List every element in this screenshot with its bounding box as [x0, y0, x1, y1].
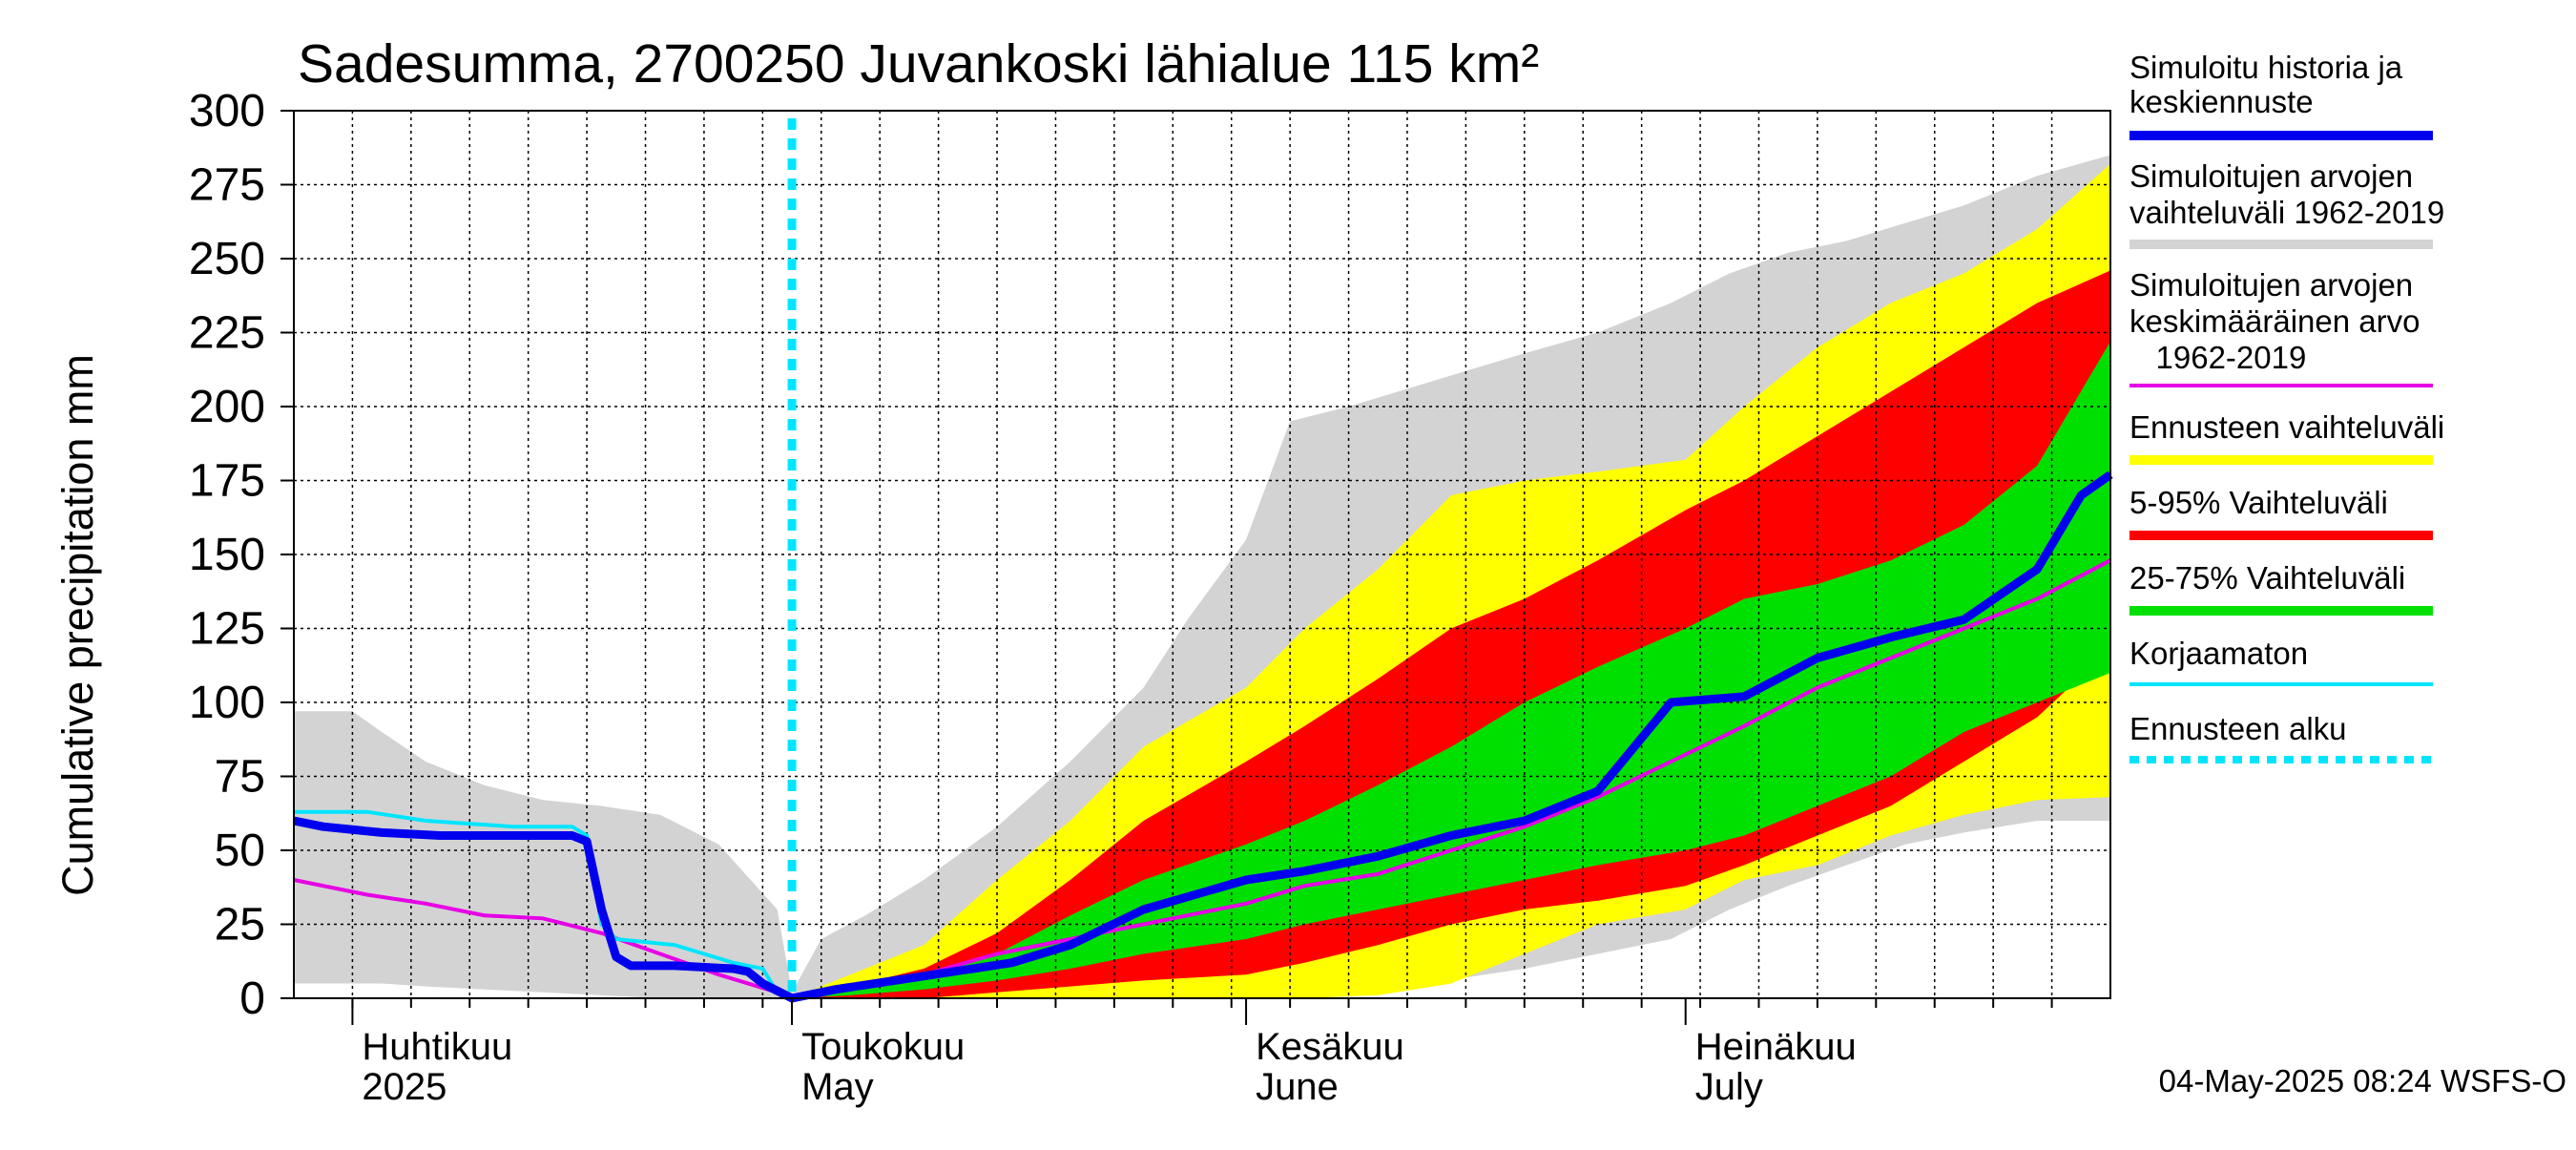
legend-label: keskimääräinen arvo	[2129, 303, 2420, 339]
legend-label: Ennusteen alku	[2129, 711, 2347, 746]
y-tick-label: 0	[239, 973, 265, 1024]
legend-label: Simuloitujen arvojen	[2129, 267, 2413, 303]
y-tick-label: 150	[189, 530, 265, 580]
legend-label: vaihteluväli 1962-2019	[2129, 195, 2444, 230]
y-tick-label: 25	[215, 900, 265, 951]
legend-label: 1962-2019	[2129, 340, 2306, 375]
mean-forecast-line	[293, 470, 2113, 1003]
legend-label: 25-75% Vaihteluväli	[2129, 560, 2405, 596]
band-25-75	[792, 341, 2111, 998]
chart-title: Sadesumma, 2700250 Juvankoski lähialue 1…	[298, 33, 1539, 94]
legend-label: Korjaamaton	[2129, 636, 2308, 671]
x-month-label: Heinäkuu	[1695, 1026, 1857, 1068]
legend-label: Simuloitu historia ja	[2129, 50, 2403, 85]
y-tick-label: 250	[189, 234, 265, 284]
y-tick-label: 125	[189, 604, 265, 655]
chart-axes: 0 25 50 75 100 125 150 175 200 225 250 275 300 Huhtik…	[189, 86, 2111, 1108]
y-tick-label: 75	[215, 752, 265, 803]
chart-bands	[294, 155, 2111, 999]
x-month-sublabel: 2025	[362, 1066, 447, 1108]
y-tick-label: 50	[215, 826, 265, 876]
x-month-sublabel: July	[1695, 1066, 1763, 1108]
legend-label: keskiennuste	[2129, 84, 2314, 119]
x-month-sublabel: June	[1256, 1066, 1339, 1108]
y-tick-label: 175	[189, 456, 265, 507]
uncorrected-line	[294, 809, 779, 993]
x-month-label: Huhtikuu	[362, 1026, 512, 1068]
y-tick-label: 300	[189, 86, 265, 136]
x-month-sublabel: May	[801, 1066, 874, 1108]
timestamp-footer: 04-May-2025 08:24 WSFS-O	[2159, 1063, 2566, 1098]
y-tick-label: 275	[189, 160, 265, 211]
x-month-label: Kesäkuu	[1256, 1026, 1404, 1068]
chart-grid	[294, 111, 2110, 998]
y-tick-label: 200	[189, 382, 265, 432]
legend-label: Simuloitujen arvojen	[2129, 158, 2413, 194]
chart-series	[293, 118, 2113, 1003]
y-axis-label: Cumulative precipitation mm	[53, 354, 102, 896]
x-month-label: Toukokuu	[801, 1026, 965, 1068]
y-tick-label: 100	[189, 678, 265, 728]
legend-label: 5-95% Vaihteluväli	[2129, 485, 2388, 520]
legend-label: Ennusteen vaihteluväli	[2129, 409, 2444, 445]
y-tick-label: 225	[189, 308, 265, 359]
